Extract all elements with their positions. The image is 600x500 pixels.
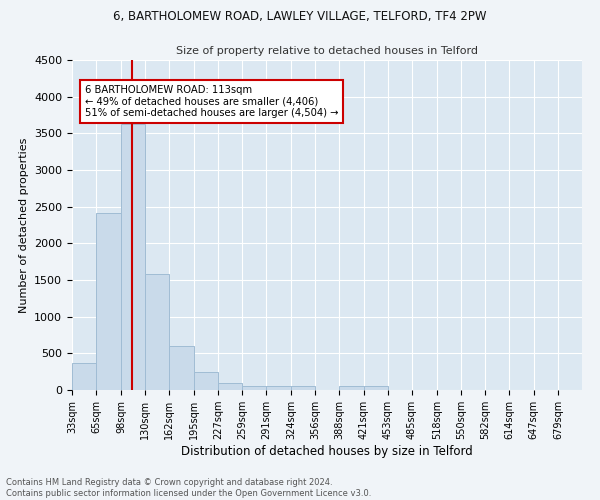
Title: Size of property relative to detached houses in Telford: Size of property relative to detached ho… bbox=[176, 46, 478, 56]
X-axis label: Distribution of detached houses by size in Telford: Distribution of detached houses by size … bbox=[181, 445, 473, 458]
Text: 6 BARTHOLOMEW ROAD: 113sqm
← 49% of detached houses are smaller (4,406)
51% of s: 6 BARTHOLOMEW ROAD: 113sqm ← 49% of deta… bbox=[85, 85, 338, 118]
Y-axis label: Number of detached properties: Number of detached properties bbox=[19, 138, 29, 312]
Bar bbox=[121, 124, 145, 390]
Bar bbox=[266, 386, 291, 390]
Bar bbox=[169, 346, 194, 390]
Text: 6, BARTHOLOMEW ROAD, LAWLEY VILLAGE, TELFORD, TF4 2PW: 6, BARTHOLOMEW ROAD, LAWLEY VILLAGE, TEL… bbox=[113, 10, 487, 23]
Bar bbox=[364, 386, 388, 390]
Bar bbox=[194, 372, 218, 390]
Bar bbox=[96, 212, 121, 390]
Bar bbox=[242, 386, 266, 390]
Text: Contains HM Land Registry data © Crown copyright and database right 2024.
Contai: Contains HM Land Registry data © Crown c… bbox=[6, 478, 371, 498]
Bar bbox=[72, 363, 96, 390]
Bar bbox=[339, 386, 364, 390]
Bar bbox=[218, 382, 242, 390]
Bar bbox=[145, 274, 169, 390]
Bar bbox=[291, 386, 315, 390]
